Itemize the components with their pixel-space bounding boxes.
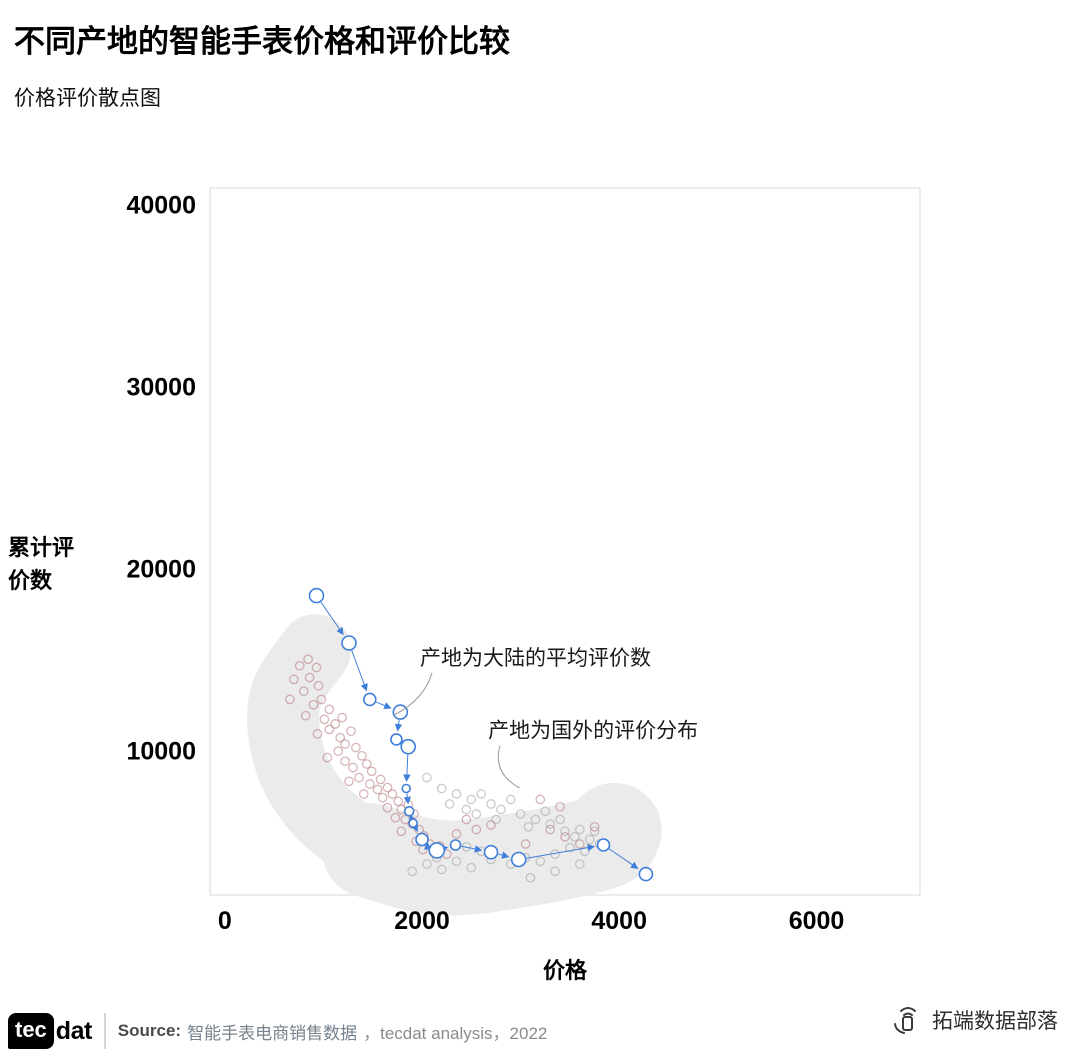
y-axis-title: 累计评 价数	[8, 531, 104, 597]
svg-text:2000: 2000	[394, 907, 450, 935]
footer: tec dat Source: 智能手表电商销售数据 ，tecdat analy…	[8, 1013, 547, 1049]
y-axis-title-line2: 价数	[8, 568, 53, 593]
svg-text:6000: 6000	[789, 907, 845, 935]
brand-label: 拓端数据部落	[932, 1010, 1058, 1033]
tecdat-logo-text: dat	[55, 1016, 93, 1045]
chart-subtitle: 价格评价散点图	[14, 87, 161, 110]
page-title: 不同产地的智能手表价格和评价比较	[14, 24, 510, 59]
scatter-points-foreign	[407, 772, 605, 883]
svg-text:40000: 40000	[126, 191, 196, 219]
svg-text:0: 0	[218, 907, 232, 935]
scatter-points-domestic	[285, 654, 600, 859]
annotation-label-1: 产地为国外的评价分布	[488, 720, 698, 743]
svg-text:10000: 10000	[126, 737, 196, 765]
y-axis-title-line1: 累计评	[8, 535, 75, 560]
source-credit: ，tecdat analysis，2022	[363, 1023, 548, 1043]
tecdat-logo: tec dat	[8, 1013, 92, 1049]
svg-text:30000: 30000	[126, 373, 196, 401]
x-axis-title: 价格	[542, 958, 587, 983]
tecdat-logo-bubble: tec	[8, 1013, 54, 1049]
svg-text:4000: 4000	[591, 907, 647, 935]
y-axis-tick-labels: 10000 20000 30000 40000	[126, 191, 196, 765]
annotation-label-0: 产地为大陆的平均评价数	[420, 647, 651, 670]
footer-divider	[103, 1013, 106, 1049]
x-axis-tick-labels: 0 2000 4000 6000	[218, 907, 844, 935]
brand-icon	[894, 1007, 916, 1034]
svg-text:20000: 20000	[126, 555, 196, 583]
brand-watermark: 拓端数据部落	[890, 1005, 1058, 1035]
source-dataset: 智能手表电商销售数据	[187, 1023, 358, 1043]
source-label: Source:	[117, 1021, 182, 1040]
source-line: Source: 智能手表电商销售数据 ，tecdat analysis，2022	[118, 1019, 548, 1044]
